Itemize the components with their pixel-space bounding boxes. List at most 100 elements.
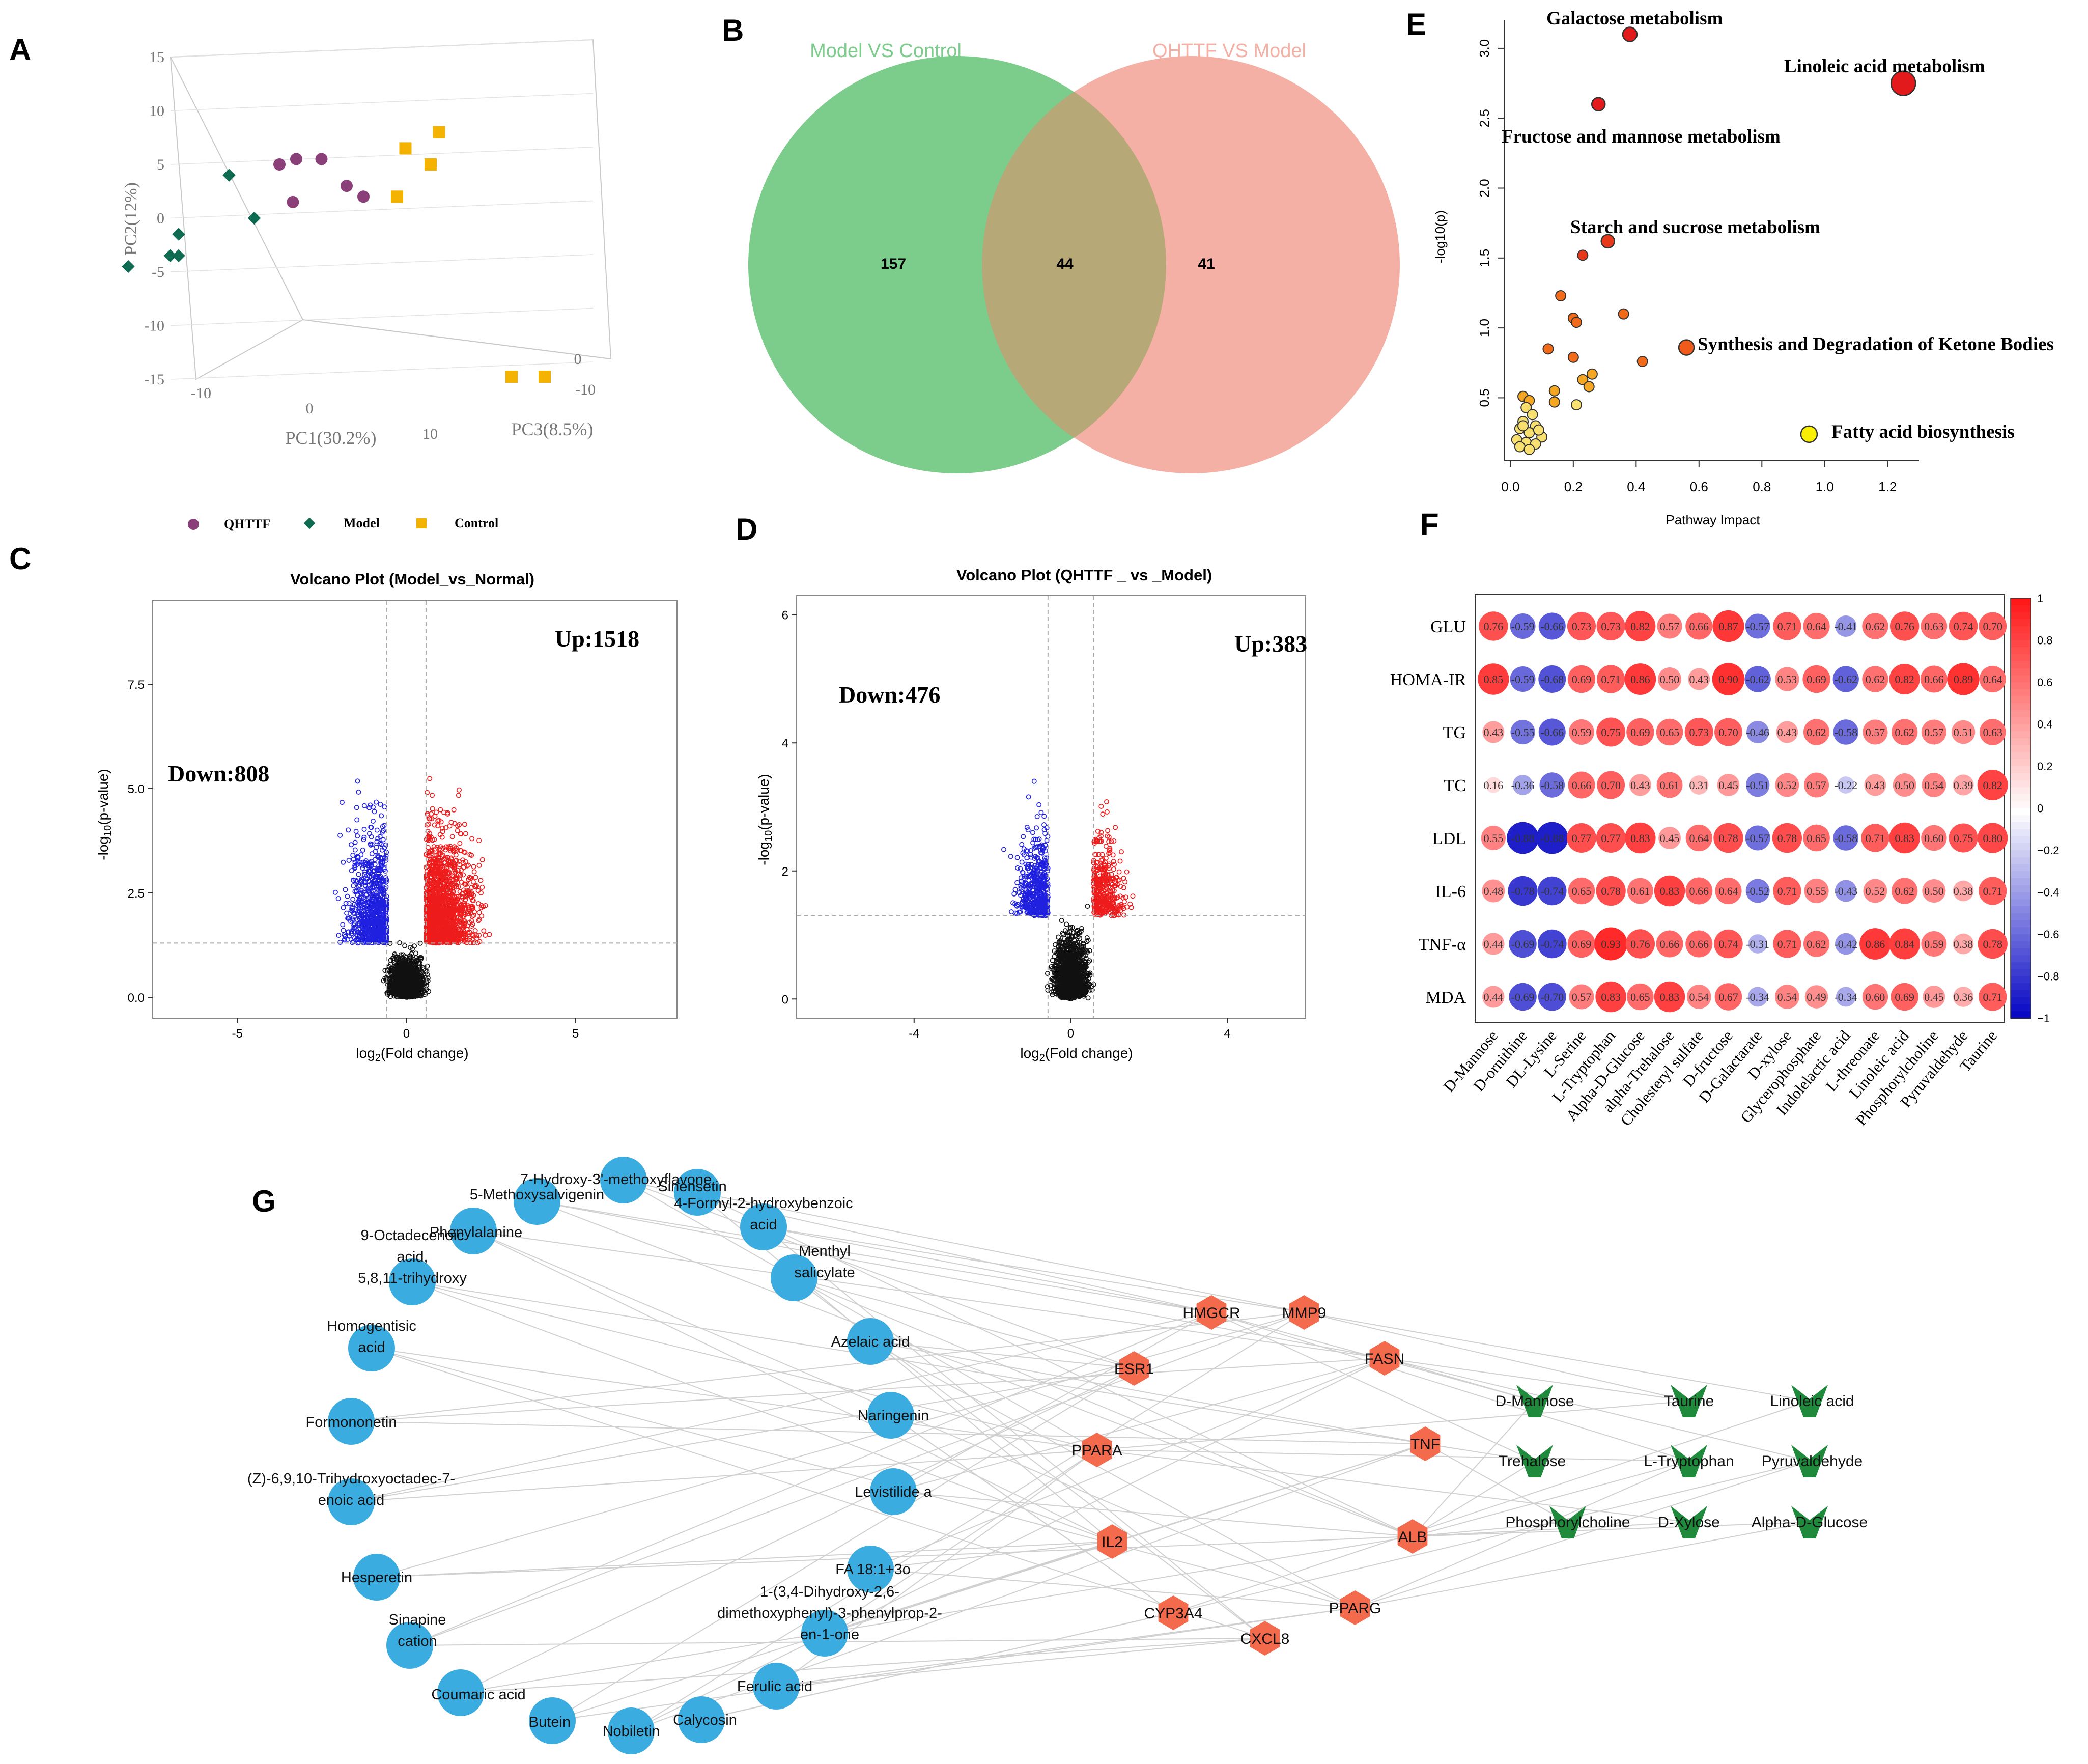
pca-legend: QHTTF Model Control: [188, 516, 498, 531]
down-point: [373, 899, 379, 905]
ns-point: [1077, 935, 1083, 941]
up-point: [460, 891, 465, 897]
up-point: [473, 875, 478, 880]
down-point: [365, 915, 371, 920]
up-point: [444, 879, 450, 884]
down-point: [364, 914, 370, 919]
pca-point-model: [247, 211, 261, 225]
ns-point: [1086, 982, 1092, 987]
up-point: [455, 823, 460, 829]
up-point: [445, 810, 450, 816]
ns-point: [390, 957, 396, 963]
down-point: [354, 805, 359, 810]
ns-point: [390, 968, 396, 973]
up-point: [448, 884, 454, 890]
up-point: [441, 906, 447, 911]
pca-point-model: [163, 249, 177, 263]
down-point: [352, 929, 358, 935]
ns-point: [421, 966, 427, 972]
down-point: [377, 925, 382, 931]
up-point: [427, 776, 433, 781]
ns-point: [398, 984, 404, 990]
ns-point: [404, 982, 410, 987]
up-point: [435, 927, 441, 933]
up-point: [476, 862, 482, 868]
down-point: [383, 936, 388, 941]
pca-zlabel: PC3(8.5%): [512, 419, 594, 439]
pca-point-qhttf: [315, 153, 328, 165]
pca-point-qhttf: [357, 190, 370, 203]
up-point: [479, 903, 485, 908]
up-point: [430, 806, 435, 811]
up-point: [439, 901, 445, 907]
ns-point: [1060, 931, 1065, 936]
down-point: [383, 842, 388, 848]
down-point: [362, 882, 368, 888]
up-point: [461, 864, 466, 870]
ns-point: [1062, 959, 1067, 965]
down-point: [346, 901, 352, 906]
down-point: [353, 829, 359, 834]
ns-point: [399, 985, 404, 990]
down-point: [370, 818, 376, 824]
volcano-d-frame: [796, 595, 1306, 1019]
up-point: [439, 894, 445, 900]
up-point: [450, 883, 456, 888]
up-point: [435, 933, 440, 938]
up-point: [438, 864, 443, 870]
legend-label-control: Control: [455, 516, 498, 530]
up-point: [427, 816, 432, 822]
down-point: [355, 778, 360, 784]
down-point: [366, 805, 372, 810]
pca-gridline: [170, 200, 594, 219]
volcano-c-frame: [152, 600, 678, 1019]
ns-point: [1054, 962, 1060, 968]
up-point: [469, 890, 474, 896]
legend-marker-qhttf: [188, 519, 199, 530]
down-point: [356, 937, 361, 942]
up-point: [470, 879, 476, 885]
ns-point: [1048, 983, 1053, 988]
pca-point-control: [425, 158, 437, 171]
up-point: [450, 848, 456, 853]
ns-point: [410, 962, 415, 968]
up-point: [479, 857, 485, 862]
down-point: [378, 913, 383, 919]
down-point: [360, 865, 365, 871]
up-point: [432, 906, 437, 912]
up-point: [429, 921, 434, 927]
down-point: [363, 898, 369, 903]
pca-ylabel: PC2(12%): [122, 182, 140, 256]
down-point: [349, 929, 354, 934]
venn-overlap: [982, 92, 1166, 438]
ns-point: [394, 965, 400, 970]
up-point: [452, 934, 457, 939]
down-point: [332, 889, 338, 895]
down-point: [364, 937, 370, 943]
down-point: [356, 872, 361, 877]
ns-point: [1084, 971, 1090, 977]
down-point: [378, 801, 383, 807]
up-point: [456, 935, 462, 940]
ns-point: [1085, 995, 1091, 1001]
down-point: [358, 908, 364, 914]
ns-point: [1074, 941, 1079, 947]
down-point: [352, 921, 357, 927]
down-point: [356, 903, 362, 909]
volcano-c-title: Volcano Plot (Model_vs_Normal): [290, 570, 534, 588]
down-point: [356, 789, 361, 795]
up-point: [427, 837, 433, 843]
x-tick-label: -4: [909, 1027, 919, 1041]
down-point: [358, 890, 363, 896]
ns-point: [422, 990, 428, 995]
up-point: [472, 928, 478, 934]
up-point: [454, 876, 460, 881]
ns-point: [1059, 918, 1064, 923]
up-point: [446, 925, 452, 930]
down-point: [383, 857, 389, 863]
ns-point: [393, 978, 399, 984]
volcano-d-points: [1001, 778, 1136, 1002]
down-point: [368, 824, 374, 830]
ns-point: [396, 956, 402, 961]
